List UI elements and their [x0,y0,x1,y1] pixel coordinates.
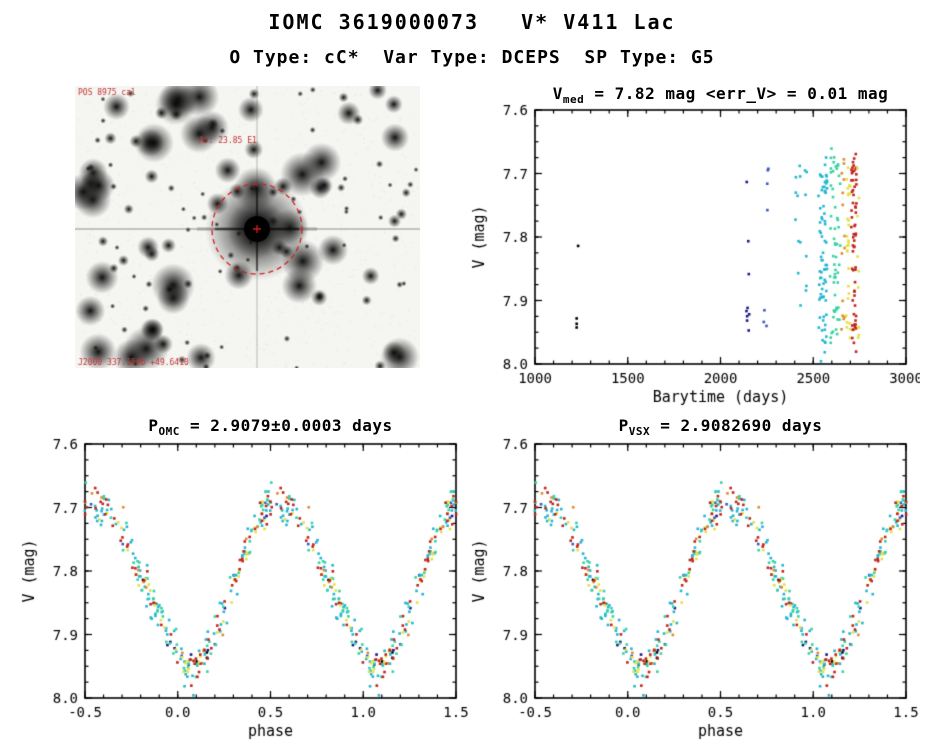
title-post: = 2.9079±0.0003 days [179,416,393,435]
page-subtitle: O Type: cC* Var Type: DCEPS SP Type: G5 [229,47,715,68]
page-title: IOMC 3619000073 V* V411 Lac [268,10,676,34]
title-sub: med [562,93,585,107]
title-post: = 7.82 mag <err_V> = 0.01 mag [584,84,889,103]
title-pre: P [148,416,159,435]
time-series-canvas [470,104,920,410]
title-pre: V [552,84,563,103]
title-post: = 2.9082690 days [650,416,823,435]
finding-chart-canvas [75,86,420,368]
title-pre: P [618,416,629,435]
title-sub: OMC [158,425,180,439]
title-sub: VSX [628,425,651,439]
phase-vsx-title: PVSX = 2.9082690 days [535,416,906,438]
phase-omc-title: POMC = 2.9079±0.0003 days [85,416,456,438]
phase-vsx-canvas [470,438,920,744]
phase-omc-canvas [20,438,470,744]
time-series-title: Vmed = 7.82 mag <err_V> = 0.01 mag [535,84,906,106]
